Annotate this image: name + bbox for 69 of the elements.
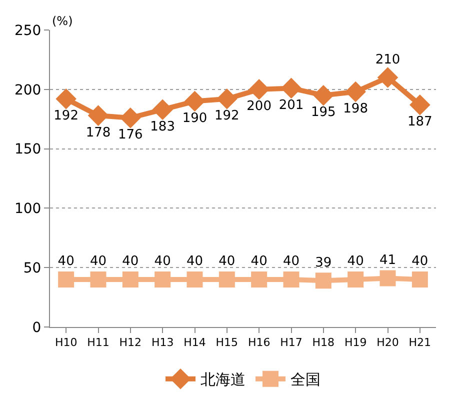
data-label: 40 (122, 254, 139, 270)
point (380, 270, 396, 286)
data-label: 40 (186, 254, 204, 270)
y-tick-label: 0 (32, 320, 42, 336)
point (154, 271, 171, 288)
point (120, 108, 141, 128)
point (313, 84, 334, 106)
point (248, 79, 270, 100)
point (186, 271, 203, 288)
x-tick-label: H20 (376, 336, 399, 350)
point (251, 271, 268, 288)
x-tick-label: H19 (344, 336, 367, 350)
x-tick-label: H13 (151, 336, 174, 350)
point (315, 272, 332, 289)
data-label: 195 (311, 105, 336, 120)
x-tick-label: H16 (248, 336, 270, 350)
x-tick-label: H11 (87, 336, 110, 350)
point (88, 105, 109, 126)
data-label: 39 (315, 255, 332, 270)
point (283, 271, 300, 288)
point (152, 99, 173, 120)
point (122, 271, 138, 288)
data-label: 40 (347, 254, 364, 270)
point (345, 81, 366, 102)
point (56, 88, 76, 110)
data-label: 198 (343, 102, 368, 117)
data-label: 40 (90, 254, 107, 270)
point (377, 67, 398, 88)
x-tick-label: H12 (119, 336, 142, 350)
legend-label: 北海道 (200, 370, 246, 389)
data-label: 41 (379, 253, 396, 268)
legend-label: 全国 (290, 370, 320, 389)
y-tick-label: 50 (23, 260, 42, 276)
data-label: 176 (118, 128, 143, 143)
point (280, 78, 302, 99)
point (58, 271, 74, 288)
data-label: 192 (54, 108, 78, 124)
y-axis-title: (%) (52, 14, 73, 28)
point (218, 271, 235, 288)
x-tick-label: H14 (184, 336, 206, 350)
y-tick-label: 250 (14, 22, 42, 39)
x-tick-label: H18 (312, 336, 335, 350)
data-label: 40 (154, 254, 171, 270)
data-label: 40 (282, 254, 300, 270)
data-label: 40 (250, 254, 268, 270)
data-label: 210 (375, 52, 400, 68)
x-tick-label: H17 (280, 336, 302, 350)
data-label: 192 (214, 108, 240, 124)
point (216, 88, 238, 110)
data-label: 178 (86, 125, 111, 140)
point (184, 90, 206, 112)
point (410, 94, 430, 116)
data-label: 200 (246, 99, 272, 114)
point (348, 271, 364, 288)
data-label: 40 (58, 254, 74, 270)
y-tick-label: 100 (14, 201, 42, 218)
x-tick-label: H10 (54, 336, 78, 350)
y-tick-label: 150 (14, 142, 42, 158)
point (90, 271, 106, 288)
data-label: 187 (408, 114, 432, 130)
data-label: 201 (278, 98, 304, 113)
data-label: 190 (182, 111, 208, 126)
point (412, 271, 428, 288)
data-label: 40 (412, 254, 428, 270)
data-label: 40 (218, 254, 236, 270)
x-tick-label: H21 (408, 336, 432, 350)
y-tick-label: 200 (14, 82, 42, 98)
x-tick-label: H15 (216, 336, 238, 350)
data-label: 183 (150, 119, 175, 134)
